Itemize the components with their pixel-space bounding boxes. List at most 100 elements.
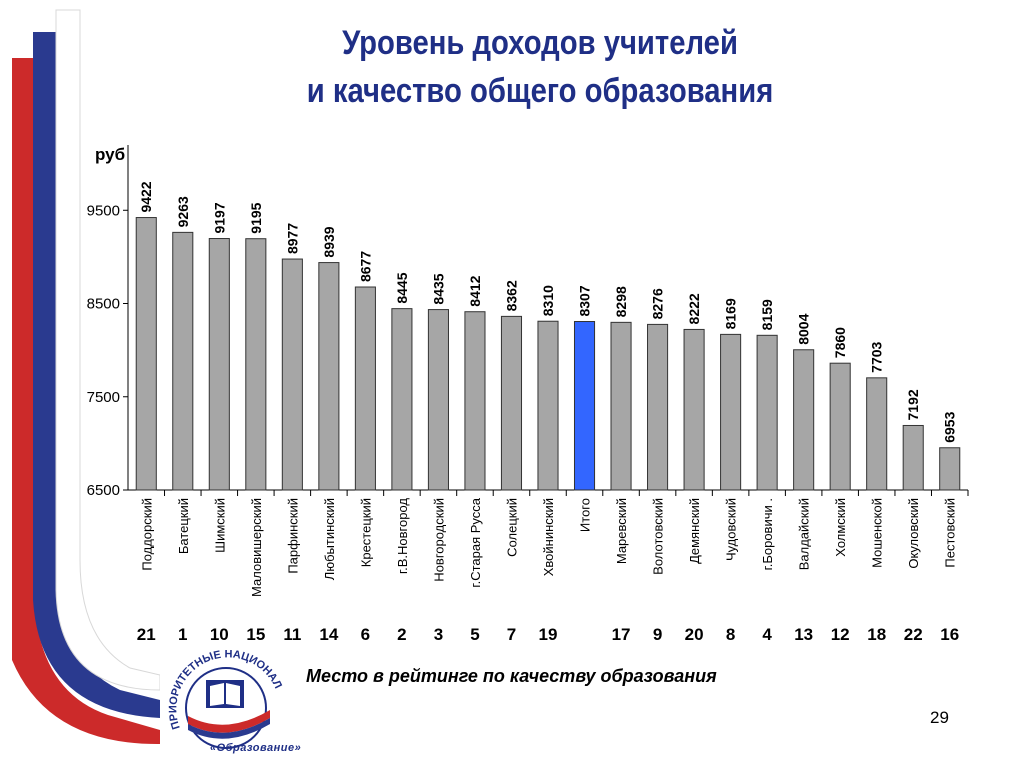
decorative-stripes [12, 9, 160, 745]
bar [354, 286, 376, 491]
page-number: 29 [930, 708, 949, 727]
category-label: Пестовский [943, 498, 958, 568]
value-label: 8977 [284, 223, 300, 254]
value-label: 9263 [175, 196, 191, 227]
rank-value: 19 [539, 625, 558, 644]
bar [939, 447, 961, 491]
bar [683, 328, 705, 491]
category-label: г.Старая Русса [468, 497, 483, 587]
chart-bars [135, 217, 961, 491]
bar [610, 321, 632, 491]
category-label: Волотовский [651, 498, 666, 575]
bar [756, 334, 778, 491]
bar [281, 258, 303, 491]
rank-value: 13 [794, 625, 813, 644]
value-label: 8362 [503, 280, 519, 311]
category-label: Батецкий [176, 498, 191, 554]
bar [500, 315, 523, 491]
bar [793, 349, 815, 491]
rank-value: 6 [361, 625, 370, 644]
rank-value: 17 [612, 625, 631, 644]
rank-value: 18 [867, 625, 886, 644]
category-label: Крестецкий [358, 498, 373, 567]
chart-axes: руб 6500 7500 8500 9500 [87, 145, 969, 499]
category-label: Шимский [212, 498, 227, 553]
y-axis-title: руб [95, 145, 125, 164]
value-label: 8276 [650, 288, 666, 319]
y-tick-label: 6500 [87, 482, 120, 499]
value-label: 8169 [723, 298, 739, 329]
rank-caption: Место в рейтинге по качеству образования [306, 666, 717, 686]
bar [318, 262, 340, 491]
rank-value: 21 [137, 625, 156, 644]
value-label: 9422 [138, 181, 154, 212]
bar [135, 217, 157, 491]
value-label: 8677 [357, 251, 373, 282]
rank-value: 9 [653, 625, 662, 644]
value-label: 8004 [796, 313, 812, 344]
value-label: 8310 [540, 285, 556, 316]
bar [464, 311, 486, 491]
rank-value: 2 [397, 625, 406, 644]
rank-value: 20 [685, 625, 704, 644]
category-label: Окуловский [906, 498, 921, 569]
category-label: Итого [578, 498, 593, 532]
category-label: Новгородский [431, 498, 446, 582]
category-label: Маревский [614, 498, 629, 564]
category-label: Хвойнинский [541, 498, 556, 576]
bar [427, 309, 449, 491]
value-label: 8445 [394, 272, 410, 303]
bar [647, 323, 669, 491]
y-tick-label: 9500 [87, 202, 120, 219]
white-stripe [55, 9, 160, 691]
y-tick-label: 8500 [87, 296, 120, 313]
title-line-2: и качество общего образования [306, 72, 774, 110]
bar [902, 424, 924, 491]
category-label: Холмский [833, 498, 848, 557]
chart-labels: 9422Поддорский219263Батецкий19197Шимский… [137, 181, 959, 644]
logo-label: «Образование» [210, 742, 302, 754]
logo-wave-blue [188, 718, 270, 739]
blue-stripe [33, 32, 160, 718]
rank-value: 15 [246, 625, 265, 644]
red-stripe [12, 58, 160, 745]
bar [172, 231, 194, 491]
rank-value: 14 [319, 625, 338, 644]
category-label: Мошенской [870, 498, 885, 568]
bar [245, 238, 267, 491]
value-label: 8222 [686, 293, 702, 324]
value-label: 8307 [577, 285, 593, 316]
value-label: 6953 [942, 411, 958, 442]
bar [720, 333, 742, 491]
category-label: Солецкий [504, 498, 519, 557]
bar [866, 377, 888, 491]
value-label: 7860 [832, 327, 848, 358]
value-label: 8298 [613, 286, 629, 317]
logo-wave-red [188, 710, 270, 733]
project-logo: ПРИОРИТЕТНЫЕ НАЦИОНАЛЬНЫЕ ПРОЕКТЫ [166, 650, 284, 749]
bar [208, 238, 230, 491]
category-label: Маловишерский [249, 498, 264, 597]
rank-value: 12 [831, 625, 850, 644]
value-label: 9195 [248, 202, 264, 233]
category-label: Чудовский [724, 498, 739, 561]
rank-value: 10 [210, 625, 229, 644]
category-label: г.Боровичи . [760, 498, 775, 570]
value-label: 9197 [211, 202, 227, 233]
value-label: 7703 [869, 341, 885, 372]
rank-value: 7 [507, 625, 516, 644]
value-label: 8939 [321, 226, 337, 257]
rank-value: 3 [434, 625, 443, 644]
rank-value: 1 [178, 625, 187, 644]
rank-value: 22 [904, 625, 923, 644]
rank-value: 11 [283, 625, 301, 644]
bar [573, 321, 596, 491]
title-line-1: Уровень доходов учителей [342, 24, 738, 62]
rank-value: 5 [470, 625, 479, 644]
y-tick-label: 7500 [87, 389, 120, 406]
category-label: Поддорский [139, 498, 154, 571]
value-label: 8435 [430, 273, 446, 304]
logo-ring [185, 667, 267, 749]
category-label: г.В.Новгород [395, 498, 410, 574]
